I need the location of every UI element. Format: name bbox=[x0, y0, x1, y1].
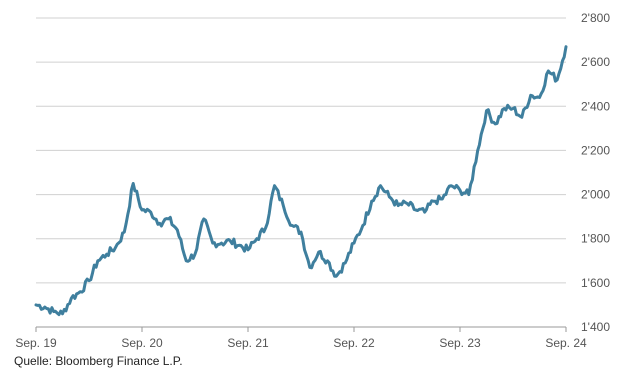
x-axis-tick-labels: Sep. 19 Sep. 20 Sep. 21 Sep. 22 Sep. 23 Sep. … bbox=[15, 336, 587, 350]
y-tick-label: 2'200 bbox=[581, 143, 610, 157]
gridlines bbox=[36, 17, 566, 284]
x-tick-label: Sep. 22 bbox=[333, 336, 375, 350]
y-tick-label: 2'000 bbox=[581, 188, 610, 202]
x-tick-label: Sep. 23 bbox=[439, 336, 481, 350]
x-tick-label: Sep. 21 bbox=[227, 336, 269, 350]
x-axis bbox=[35, 326, 567, 332]
x-tick-label: Sep. 20 bbox=[121, 336, 163, 350]
x-tick-label: Sep. 24 bbox=[545, 336, 587, 350]
y-tick-label: 2'600 bbox=[581, 55, 610, 69]
source-note: Quelle: Bloomberg Finance L.P. bbox=[14, 354, 183, 368]
y-tick-label: 1'800 bbox=[581, 232, 610, 246]
y-tick-label: 1'400 bbox=[581, 320, 610, 334]
y-tick-label: 2'800 bbox=[581, 11, 610, 25]
x-tick-label: Sep. 19 bbox=[15, 336, 57, 350]
price-line-series bbox=[34, 45, 568, 317]
y-axis-tick-labels: 1'400 1'600 1'800 2'000 2'200 2'400 2'600 2'800 bbox=[581, 11, 610, 334]
y-tick-label: 2'400 bbox=[581, 99, 610, 113]
y-tick-label: 1'600 bbox=[581, 276, 610, 290]
